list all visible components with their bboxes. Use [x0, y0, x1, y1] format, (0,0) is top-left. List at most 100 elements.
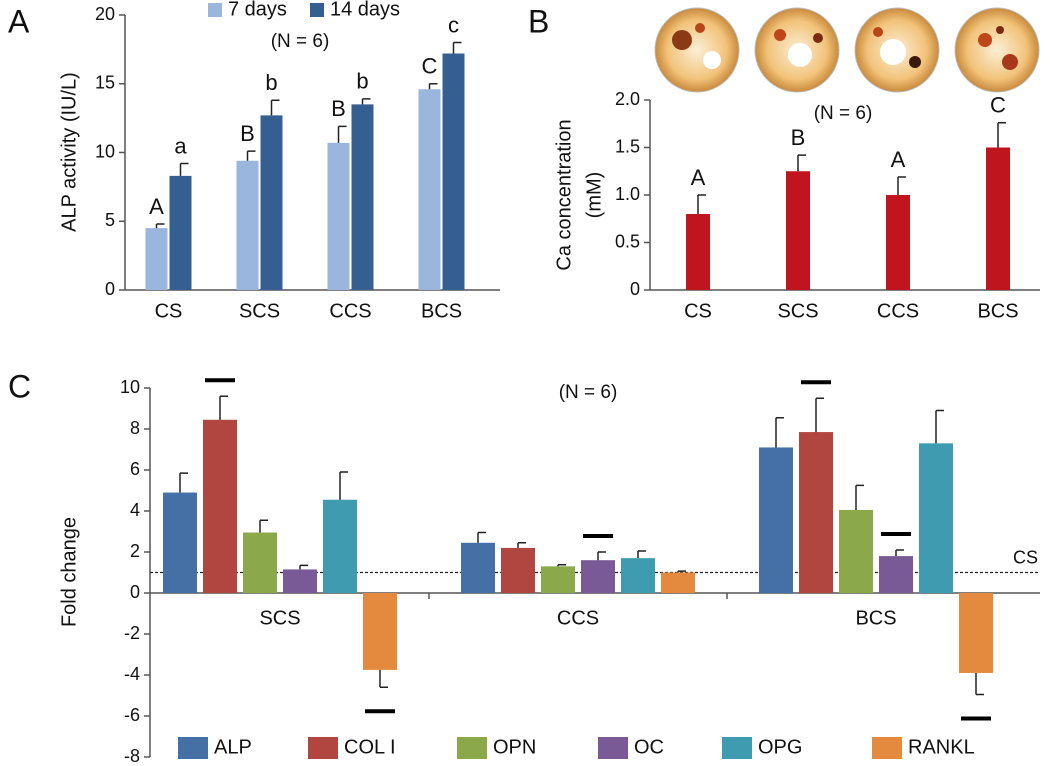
error-bar	[219, 395, 228, 420]
annotation: (N = 6)	[814, 103, 873, 124]
photo-spot	[909, 56, 921, 68]
x-tick-label: SCS	[777, 300, 818, 322]
photo-spot	[978, 33, 992, 47]
bar	[786, 171, 810, 290]
error-bar	[155, 223, 165, 229]
legend-swatch	[722, 737, 752, 759]
error-bar	[452, 41, 462, 54]
legend-label: COL I	[344, 736, 396, 758]
legend-swatch	[872, 737, 902, 759]
error-bar	[855, 484, 864, 510]
bar	[839, 509, 873, 593]
reference-label: CS	[1013, 547, 1038, 567]
bar	[501, 547, 535, 593]
legend-swatch	[308, 737, 338, 759]
bar	[260, 115, 283, 290]
error-bar	[339, 471, 348, 500]
bar	[621, 558, 655, 593]
bar	[203, 419, 237, 593]
significance-letter: c	[448, 12, 459, 37]
bar	[363, 593, 397, 670]
bar	[163, 492, 197, 593]
error-bar	[935, 409, 944, 444]
legend-label: OC	[634, 736, 664, 758]
significance-letter: A	[891, 147, 906, 172]
bar	[145, 228, 168, 290]
error-bar	[897, 176, 906, 195]
bar	[799, 432, 833, 593]
bar	[686, 214, 710, 290]
bar	[759, 447, 793, 593]
error-bar	[557, 563, 566, 567]
error-bar	[299, 564, 308, 570]
stain-photos	[654, 7, 1040, 93]
legend-label: 7 days	[228, 0, 287, 20]
bar	[243, 532, 277, 593]
bar	[959, 593, 993, 673]
bar	[886, 195, 910, 290]
photo-spot	[996, 26, 1004, 34]
y-tick-label: 15	[95, 73, 115, 93]
x-tick-label: CS	[155, 300, 183, 322]
error-bar	[270, 99, 280, 116]
significance-letter: a	[174, 133, 187, 158]
x-tick-label: SCS	[239, 300, 280, 322]
bar	[323, 499, 357, 593]
y-tick-label: 0	[105, 279, 115, 299]
error-bar	[361, 98, 371, 105]
error-bar	[379, 669, 388, 689]
photo-spot	[703, 51, 721, 69]
error-bar	[775, 416, 784, 448]
error-bar	[895, 549, 904, 557]
photo-spot	[774, 29, 786, 41]
y-tick-label: 5	[105, 210, 115, 230]
error-bar	[179, 162, 189, 176]
annotation: (N = 6)	[271, 31, 330, 52]
bar	[283, 569, 317, 593]
legend-label: OPG	[758, 736, 802, 758]
bar	[169, 175, 192, 290]
y-axis-label: Ca concentration	[553, 119, 575, 270]
legend-label: OPN	[493, 736, 536, 758]
error-bar	[997, 122, 1006, 148]
legend-label: RANKL	[908, 736, 975, 758]
y-tick-label: 2.0	[615, 89, 640, 109]
significance-letter: b	[265, 70, 277, 95]
error-bar	[815, 397, 824, 433]
bar	[986, 147, 1010, 290]
y-tick-label: -4	[124, 664, 140, 684]
legend-swatch	[208, 3, 222, 17]
y-tick-label: 6	[130, 459, 140, 479]
bar	[879, 556, 913, 593]
error-bar	[179, 472, 188, 493]
legend-swatch	[457, 737, 487, 759]
bar	[919, 443, 953, 593]
y-tick-label: 10	[120, 377, 140, 397]
photo-spot	[788, 43, 812, 67]
bar	[541, 566, 575, 593]
legend-swatch	[178, 737, 208, 759]
bar	[327, 142, 350, 290]
photo-spot	[873, 27, 883, 37]
photo	[654, 7, 740, 93]
y-tick-label: 1.0	[615, 184, 640, 204]
significance-letter: C	[990, 93, 1006, 118]
x-tick-label: CCS	[557, 607, 599, 629]
significance-letter: A	[149, 194, 164, 219]
panel-label: A	[8, 3, 30, 39]
y-axis-label: Fold change	[58, 517, 80, 627]
photo-spot	[1002, 54, 1018, 70]
significance-letter: b	[356, 69, 368, 94]
legend-swatch	[598, 737, 628, 759]
y-tick-label: 0.5	[615, 231, 640, 251]
annotation: (N = 6)	[559, 382, 618, 403]
legend-label: 14 days	[330, 0, 400, 20]
error-bar	[697, 194, 706, 214]
significance-letter: B	[240, 121, 255, 146]
error-bar	[677, 570, 686, 573]
panel-label: B	[528, 3, 549, 39]
y-tick-label: 8	[130, 418, 140, 438]
bar	[418, 89, 441, 290]
y-tick-label: -8	[124, 746, 140, 766]
